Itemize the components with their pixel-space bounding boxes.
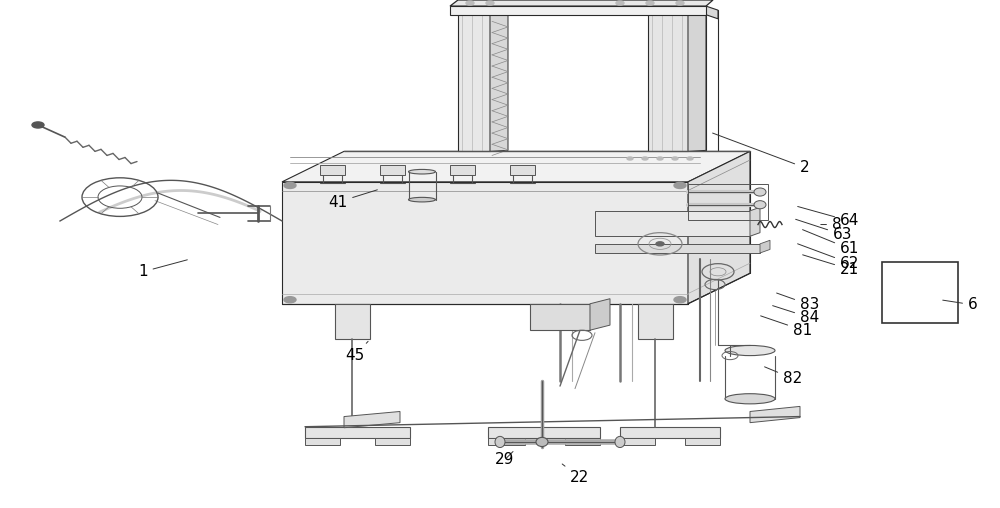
Circle shape [656, 242, 664, 246]
Circle shape [676, 1, 684, 5]
Polygon shape [305, 427, 410, 438]
Circle shape [674, 297, 686, 303]
Polygon shape [305, 438, 340, 444]
Polygon shape [380, 165, 405, 175]
Polygon shape [335, 304, 370, 339]
Polygon shape [688, 6, 706, 151]
Circle shape [284, 182, 296, 188]
Text: 81: 81 [761, 316, 812, 338]
Polygon shape [450, 6, 706, 15]
FancyBboxPatch shape [882, 262, 958, 323]
Polygon shape [750, 207, 760, 236]
Ellipse shape [409, 197, 436, 202]
Text: 82: 82 [765, 367, 802, 386]
Text: 64: 64 [798, 206, 859, 229]
Ellipse shape [495, 436, 505, 448]
Polygon shape [760, 240, 770, 253]
Circle shape [674, 182, 686, 188]
Polygon shape [706, 6, 718, 19]
Circle shape [642, 157, 648, 160]
Ellipse shape [725, 394, 775, 404]
Polygon shape [450, 165, 475, 175]
Polygon shape [450, 0, 713, 6]
Polygon shape [530, 304, 590, 330]
Text: 45: 45 [345, 341, 368, 363]
Text: 21: 21 [803, 255, 859, 277]
Text: 29: 29 [495, 452, 514, 467]
Polygon shape [750, 406, 800, 423]
Circle shape [672, 157, 678, 160]
Ellipse shape [409, 170, 436, 174]
Polygon shape [620, 427, 720, 438]
Polygon shape [565, 438, 600, 444]
Circle shape [32, 122, 44, 128]
Polygon shape [590, 299, 610, 330]
Polygon shape [320, 165, 345, 175]
Text: 84: 84 [773, 306, 819, 325]
Polygon shape [488, 427, 600, 438]
Circle shape [486, 1, 494, 5]
Text: 1: 1 [138, 260, 187, 279]
Polygon shape [595, 211, 750, 236]
Text: 62: 62 [798, 244, 859, 271]
Polygon shape [638, 304, 673, 339]
Polygon shape [648, 9, 688, 151]
Text: 83: 83 [777, 293, 819, 312]
Ellipse shape [615, 436, 625, 448]
Ellipse shape [536, 437, 548, 447]
Polygon shape [344, 411, 400, 428]
Ellipse shape [754, 188, 766, 196]
Polygon shape [488, 438, 525, 444]
Polygon shape [685, 438, 720, 444]
Polygon shape [688, 151, 750, 304]
Text: 22: 22 [562, 464, 589, 485]
Polygon shape [282, 182, 688, 304]
Polygon shape [510, 165, 535, 175]
Circle shape [466, 1, 474, 5]
Text: 61: 61 [803, 230, 859, 257]
Circle shape [687, 157, 693, 160]
Polygon shape [595, 244, 760, 253]
Circle shape [627, 157, 633, 160]
Ellipse shape [725, 345, 775, 356]
Polygon shape [620, 438, 655, 444]
Text: 8: 8 [821, 217, 842, 232]
Circle shape [616, 1, 624, 5]
Polygon shape [282, 151, 750, 182]
Circle shape [657, 157, 663, 160]
Text: 63: 63 [796, 219, 852, 242]
Circle shape [646, 1, 654, 5]
Ellipse shape [754, 201, 766, 209]
Text: 6: 6 [943, 297, 978, 312]
Text: 41: 41 [328, 190, 377, 210]
Polygon shape [458, 9, 490, 151]
Text: 2: 2 [713, 133, 810, 175]
Circle shape [284, 297, 296, 303]
Polygon shape [375, 438, 410, 444]
Polygon shape [490, 6, 508, 151]
